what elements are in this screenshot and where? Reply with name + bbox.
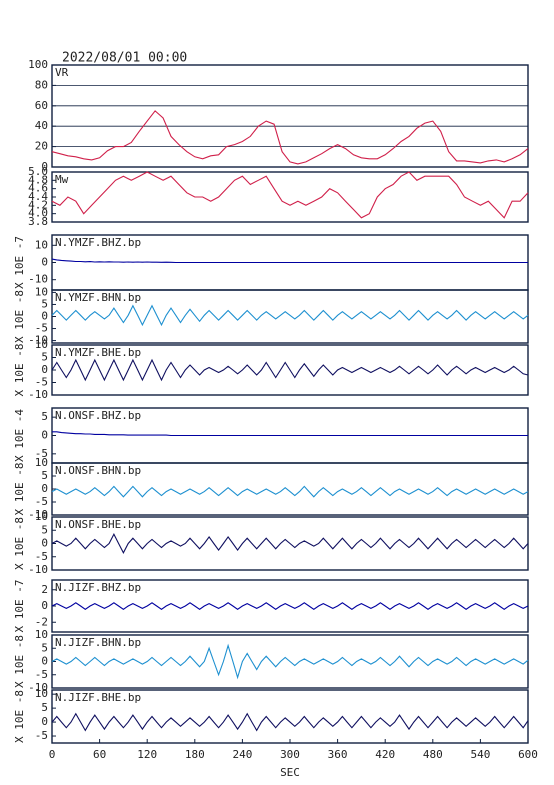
y-tick-label: 10 <box>35 510 48 523</box>
y-tick-label: 40 <box>35 119 48 132</box>
panel-label: N.JIZF.BHN.bp <box>55 636 141 649</box>
x-tick-label: 420 <box>375 748 395 761</box>
x-tick-label: 120 <box>137 748 157 761</box>
chart-title: 2022/08/01 00:00 <box>62 51 187 66</box>
trace <box>51 258 528 264</box>
y-tick-label: 80 <box>35 78 48 91</box>
y-tick-label: 10 <box>35 687 48 700</box>
y-tick-label: 5 <box>41 701 48 714</box>
y-tick-label: -5 <box>35 376 48 389</box>
y-tick-label: 10 <box>35 338 48 351</box>
y-axis-label: X 10E -8 <box>13 290 26 343</box>
y-axis-label: X 10E -8 <box>13 344 26 397</box>
y-tick-label: -5 <box>35 322 48 335</box>
x-tick-label: 0 <box>49 748 56 761</box>
trace <box>52 431 528 437</box>
y-tick-label: 5 <box>41 351 48 364</box>
trace <box>51 712 529 732</box>
y-tick-label: 100 <box>28 58 48 71</box>
trace <box>51 485 529 498</box>
y-tick-label: -5 <box>35 447 48 460</box>
x-tick-label: 300 <box>280 748 300 761</box>
y-tick-label: 10 <box>35 628 48 641</box>
y-tick-label: 2 <box>41 583 48 596</box>
y-tick-label: 4.8 <box>28 173 48 186</box>
y-tick-label: -10 <box>28 563 48 576</box>
y-axis-label: X 10E -7 <box>13 580 26 633</box>
y-tick-label: -2 <box>35 615 48 628</box>
trace <box>51 110 529 165</box>
panel-label: N.JIZF.BHZ.bp <box>55 581 141 594</box>
x-tick-label: 60 <box>93 748 106 761</box>
y-tick-label: 5 <box>41 523 48 536</box>
y-tick-label: 0 <box>41 429 48 442</box>
y-tick-label: 0 <box>41 482 48 495</box>
trace <box>51 643 529 680</box>
panel-label: N.YMZF.BHE.bp <box>55 346 141 359</box>
panel-frame <box>51 171 529 223</box>
y-tick-label: 0 <box>41 160 48 173</box>
y-tick-label: 0 <box>41 310 48 323</box>
y-tick-label: 5 <box>41 410 48 423</box>
y-tick-label: 4.2 <box>28 198 48 211</box>
y-axis-label: X 10E -8 <box>13 635 26 688</box>
y-tick-label: -5 <box>35 495 48 508</box>
y-tick-label: -10 <box>28 273 48 286</box>
y-tick-label: 5 <box>41 641 48 654</box>
y-tick-label: 0 <box>41 256 48 269</box>
y-tick-label: 5.0 <box>28 165 48 178</box>
x-tick-label: 360 <box>328 748 348 761</box>
trace <box>51 171 529 219</box>
y-tick-label: 10 <box>35 238 48 251</box>
y-axis-label: X 10E -7 <box>13 236 26 289</box>
y-tick-label: 0 <box>41 599 48 612</box>
x-tick-label: 180 <box>185 748 205 761</box>
y-tick-label: 4.0 <box>28 207 48 220</box>
y-axis-label: X 10E -4 <box>13 409 26 462</box>
y-tick-label: 5 <box>41 297 48 310</box>
trace <box>51 304 529 327</box>
y-axis-label: X 10E -8 <box>13 517 26 570</box>
y-tick-label: 60 <box>35 99 48 112</box>
panel-frame <box>51 64 529 168</box>
panel-label: N.JIZF.BHE.bp <box>55 691 141 704</box>
y-tick-label: -5 <box>35 729 48 742</box>
y-tick-label: 20 <box>35 140 48 153</box>
trace <box>51 532 529 554</box>
y-tick-label: -10 <box>28 388 48 401</box>
panel-label: N.ONSF.BHE.bp <box>55 518 141 531</box>
y-axis-label: X 10E -8 <box>13 463 26 516</box>
panel-label: N.YMZF.BHN.bp <box>55 291 141 304</box>
x-tick-label: 600 <box>518 748 538 761</box>
panel-label: N.ONSF.BHZ.bp <box>55 409 141 422</box>
y-tick-label: 0 <box>41 363 48 376</box>
panel-label: N.ONSF.BHN.bp <box>55 464 141 477</box>
y-tick-label: -10 <box>28 508 48 521</box>
y-tick-label: 4.4 <box>28 190 48 203</box>
y-tick-label: -5 <box>35 668 48 681</box>
y-tick-label: -10 <box>28 334 48 347</box>
panel-label: Mw <box>55 173 69 186</box>
x-tick-label: 240 <box>232 748 252 761</box>
panel-label: N.YMZF.BHZ.bp <box>55 236 141 249</box>
x-tick-label: 540 <box>470 748 490 761</box>
y-tick-label: 0 <box>41 655 48 668</box>
y-tick-label: 5 <box>41 469 48 482</box>
y-tick-label: -10 <box>28 681 48 694</box>
x-tick-label: 480 <box>423 748 443 761</box>
trace <box>51 602 529 610</box>
panel-label: VR <box>55 66 69 79</box>
y-tick-label: 10 <box>35 456 48 469</box>
x-axis-label: SEC <box>280 766 300 779</box>
y-tick-label: 10 <box>35 285 48 298</box>
y-tick-label: 4.6 <box>28 182 48 195</box>
y-tick-label: 3.8 <box>28 215 48 228</box>
y-tick-label: -5 <box>35 550 48 563</box>
y-axis-label: X 10E -8 <box>13 690 26 743</box>
trace <box>51 358 529 382</box>
y-tick-label: 0 <box>41 537 48 550</box>
y-tick-label: 0 <box>41 715 48 728</box>
